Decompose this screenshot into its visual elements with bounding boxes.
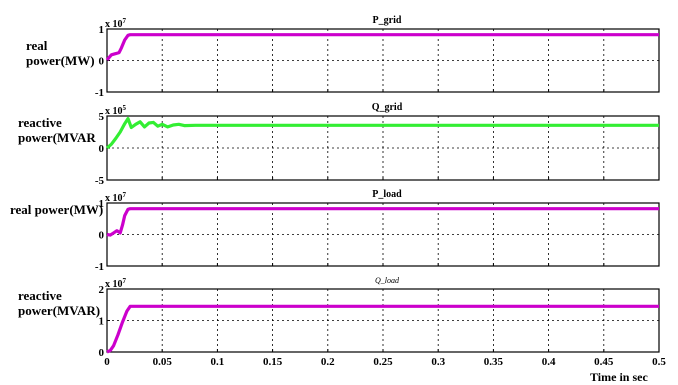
x-tick-label: 0.45 — [594, 356, 614, 368]
panel-title: P_grid — [373, 15, 402, 26]
panel-title: Q_load — [375, 276, 400, 285]
y-multiplier: x 105 — [105, 104, 127, 117]
ylabel-line: reactive — [18, 115, 62, 130]
y-tick-label: 1 — [99, 316, 105, 328]
ylabel-p-load: real power(MW) — [10, 202, 104, 217]
y-multiplier-exp: 7 — [123, 17, 127, 25]
y-tick-label: 2 — [99, 284, 105, 296]
y-tick-label: 0 — [99, 143, 105, 155]
x-tick-label: 0.5 — [652, 356, 666, 368]
x-tick-label: 0.3 — [431, 356, 445, 368]
x-tick-label: 0 — [104, 356, 110, 368]
y-multiplier-exp: 5 — [123, 104, 127, 112]
y-multiplier: x 107 — [105, 191, 127, 204]
series-line — [105, 33, 659, 61]
y-multiplier-exp: 7 — [123, 191, 127, 199]
x-tick-label: 0.25 — [373, 356, 393, 368]
ylabel-line: reactive — [18, 288, 62, 303]
y-multiplier: x 107 — [105, 277, 127, 290]
x-tick-label: 0.05 — [153, 356, 173, 368]
series-line — [106, 207, 659, 237]
ylabel-line: real — [26, 38, 48, 53]
x-tick-label: 0.1 — [211, 356, 225, 368]
ylabel-line: power(MVAR — [18, 130, 96, 145]
panel-title: P_load — [372, 189, 402, 200]
ylabel-q-grid: reactive power(MVAR — [18, 115, 138, 145]
x-tick-label: 0.4 — [542, 356, 556, 368]
ylabel-p-grid: real power(MW) — [26, 38, 95, 68]
y-tick-label: -1 — [95, 261, 104, 273]
ylabel-line: power(MW) — [26, 53, 95, 68]
x-tick-label: 0.15 — [263, 356, 283, 368]
y-tick-label: 0 — [99, 56, 105, 68]
y-multiplier: x 107 — [105, 17, 127, 30]
x-tick-label: 0.2 — [321, 356, 335, 368]
y-tick-label: 0 — [99, 230, 105, 242]
y-tick-label: 5 — [99, 111, 105, 123]
x-axis-label: Time in sec — [590, 370, 648, 384]
ylabel-line: power(MVAR) — [18, 303, 101, 318]
y-tick-label: -1 — [95, 87, 104, 99]
ylabel-q-load: reactive power(MVAR) — [18, 288, 100, 318]
y-tick-label: 1 — [99, 198, 105, 210]
y-tick-label: 0 — [99, 347, 105, 359]
series-line — [105, 116, 659, 150]
series-line — [106, 304, 659, 354]
y-tick-label: 1 — [99, 24, 105, 36]
y-multiplier-exp: 7 — [123, 277, 127, 285]
x-tick-label: 0.35 — [484, 356, 504, 368]
y-tick-label: -5 — [95, 175, 105, 187]
panel-title: Q_grid — [372, 102, 403, 113]
